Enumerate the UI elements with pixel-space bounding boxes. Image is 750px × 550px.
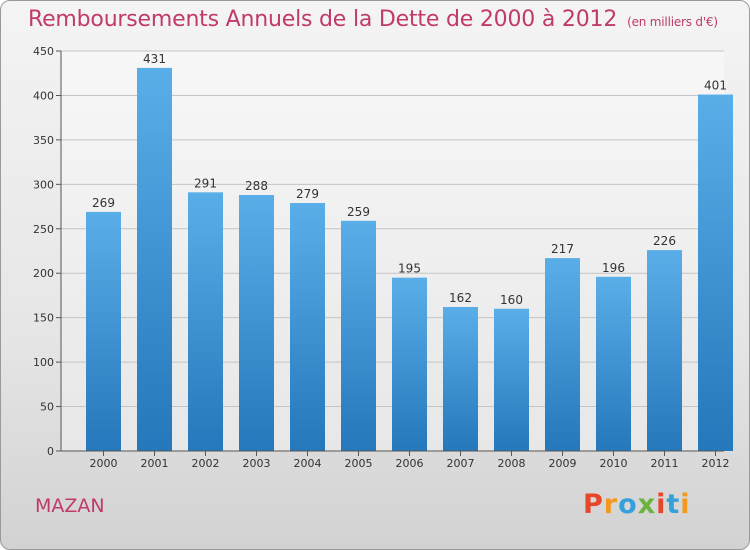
bar — [290, 203, 325, 451]
logo-letter: t — [666, 489, 681, 520]
y-tick-label: 250 — [33, 223, 54, 236]
x-tick-label: 2012 — [702, 457, 730, 470]
y-tick-label: 350 — [33, 134, 54, 147]
y-tick-label: 0 — [47, 445, 54, 458]
x-tick-label: 2006 — [396, 457, 424, 470]
x-tick-label: 2010 — [600, 457, 628, 470]
data-label: 401 — [704, 79, 727, 93]
data-label: 196 — [602, 261, 625, 275]
y-tick-label: 150 — [33, 312, 54, 325]
logo-letter: r — [603, 489, 619, 520]
x-tick-label: 2000 — [90, 457, 118, 470]
bar — [137, 67, 172, 451]
bar — [596, 276, 631, 451]
bar — [392, 277, 427, 451]
y-tick-label: 200 — [33, 267, 54, 280]
data-label: 160 — [500, 293, 523, 307]
chart-title-text: Remboursements Annuels de la Dette de 20… — [28, 7, 618, 32]
logo-letter: P — [583, 489, 604, 520]
x-tick-label: 2007 — [447, 457, 475, 470]
proxiti-logo: Proxiti — [583, 489, 691, 520]
x-tick-label: 2009 — [549, 457, 577, 470]
bar — [341, 220, 376, 451]
chart-title: Remboursements Annuels de la Dette de 20… — [28, 7, 718, 32]
chart-title-unit: (en milliers d'€) — [627, 15, 718, 29]
y-tick-label: 450 — [33, 45, 54, 58]
bar — [647, 250, 682, 451]
data-label: 279 — [296, 187, 319, 201]
x-tick-label: 2004 — [294, 457, 322, 470]
x-tick-label: 2003 — [243, 457, 271, 470]
data-label: 288 — [245, 179, 268, 193]
x-tick-label: 2005 — [345, 457, 373, 470]
data-label: 269 — [92, 196, 115, 210]
y-tick-label: 400 — [33, 89, 54, 102]
x-tick-label: 2002 — [192, 457, 220, 470]
x-tick-label: 2011 — [651, 457, 679, 470]
data-label: 431 — [143, 52, 166, 66]
bar — [86, 211, 121, 451]
data-label: 226 — [653, 234, 676, 248]
y-tick-label: 100 — [33, 356, 54, 369]
place-name: MAZAN — [35, 495, 105, 517]
bar — [188, 192, 223, 452]
bar — [698, 94, 733, 452]
bar — [443, 307, 478, 451]
bar — [494, 308, 529, 451]
logo-letter: x — [637, 489, 657, 520]
y-tick-label: 50 — [40, 401, 54, 414]
logo-letter: i — [680, 489, 691, 520]
data-label: 217 — [551, 242, 574, 256]
data-label: 195 — [398, 262, 421, 276]
logo-letter: i — [656, 489, 667, 520]
bar — [545, 258, 580, 451]
x-tick-label: 2008 — [498, 457, 526, 470]
logo-letter: o — [618, 489, 638, 520]
data-label: 259 — [347, 205, 370, 219]
bar — [239, 195, 274, 451]
data-label: 291 — [194, 176, 217, 190]
y-tick-label: 300 — [33, 178, 54, 191]
x-tick-label: 2001 — [141, 457, 169, 470]
data-label: 162 — [449, 291, 472, 305]
